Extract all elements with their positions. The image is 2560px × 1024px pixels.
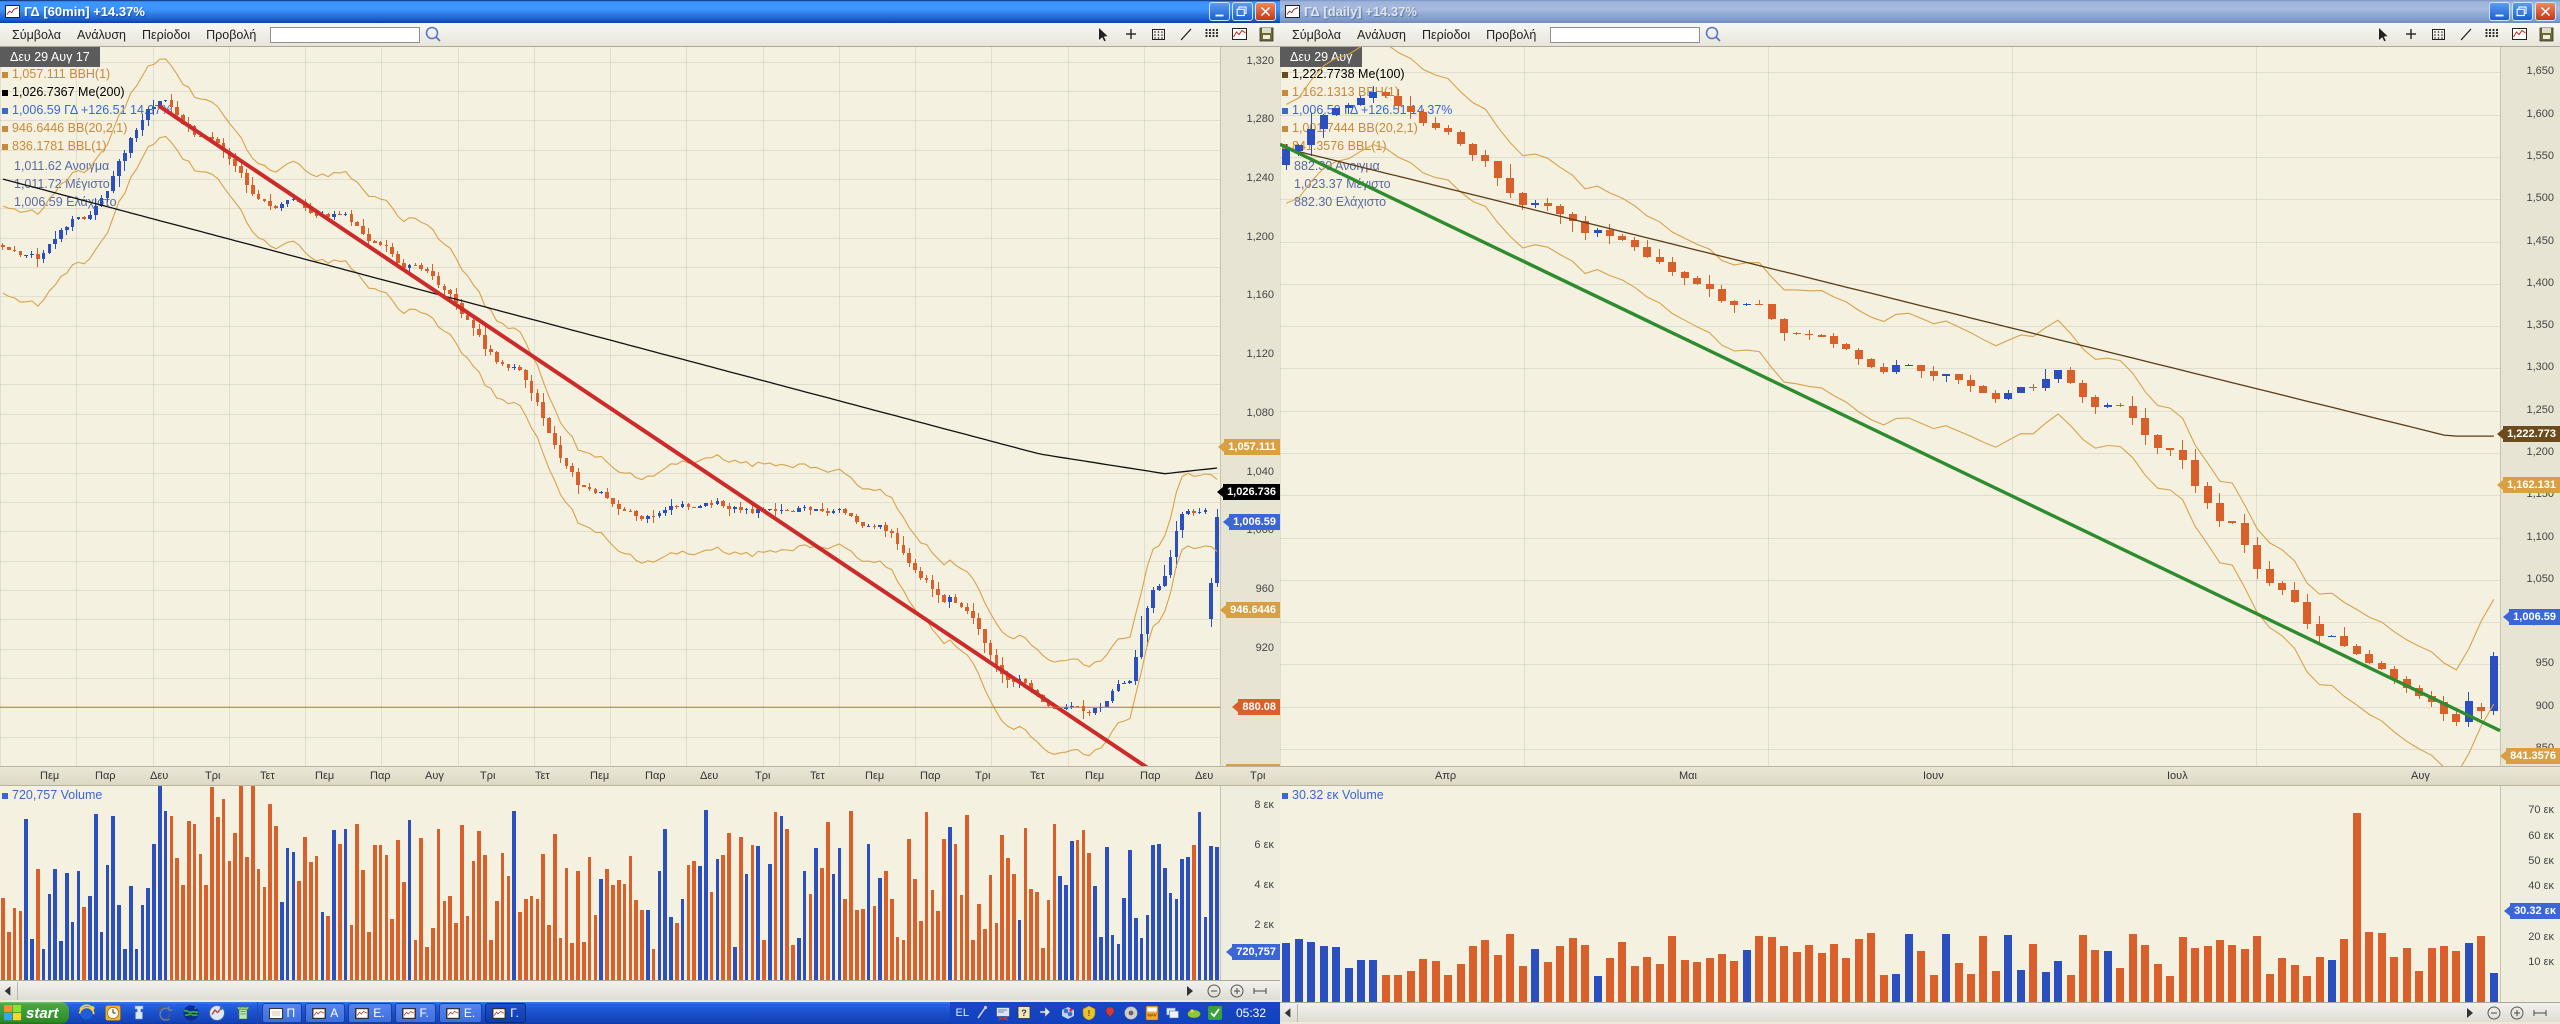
svg-text:NAV: NAV [1147,1013,1157,1018]
svg-text:!: ! [1088,1009,1091,1018]
svg-text:?: ? [1021,1008,1027,1018]
